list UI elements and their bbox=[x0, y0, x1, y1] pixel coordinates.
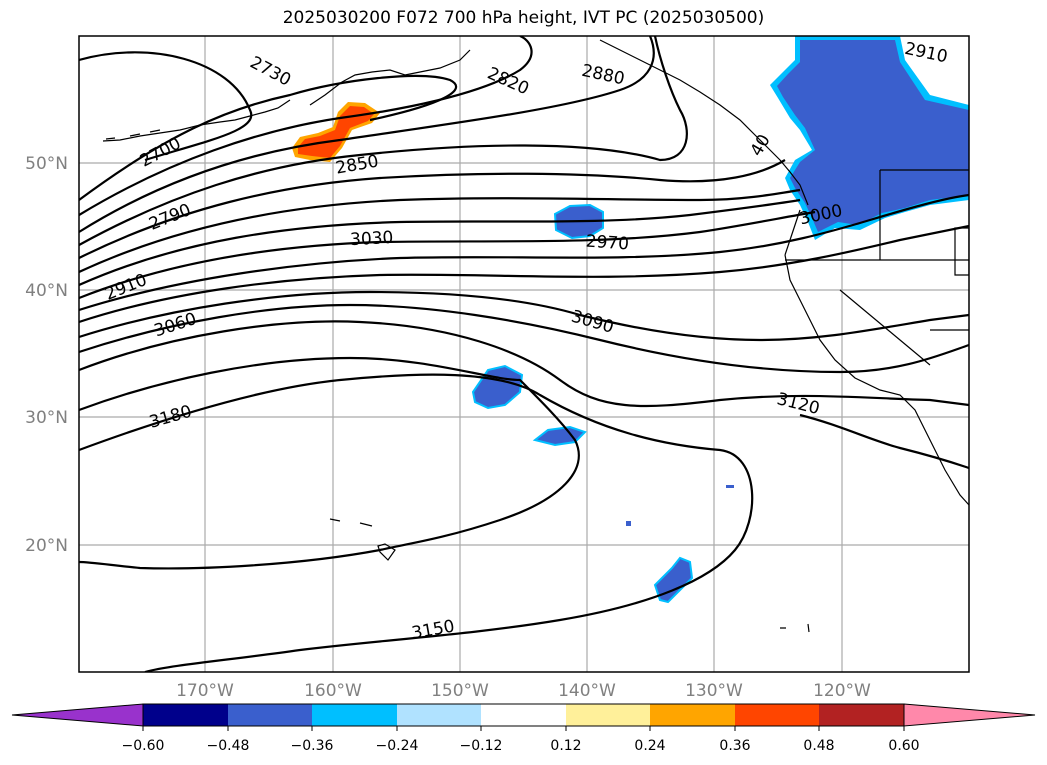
lat-label: 20°N bbox=[25, 536, 68, 556]
colorbar-segment bbox=[228, 704, 312, 726]
colorbar-tick-label: −0.24 bbox=[376, 738, 419, 754]
colorbar-tick-label: 0.24 bbox=[634, 738, 665, 754]
lat-label: 30°N bbox=[25, 408, 68, 428]
colorbar-segment bbox=[903, 703, 1036, 727]
colorbar-tick-label: 0.48 bbox=[803, 738, 834, 754]
longitude-labels: 170°W 160°W 150°W 140°W 130°W 120°W bbox=[176, 681, 871, 701]
colorbar-segment bbox=[312, 704, 397, 726]
colorbar-tick-label: 0.36 bbox=[719, 738, 750, 754]
lon-label: 130°W bbox=[685, 681, 743, 701]
colorbar-segment bbox=[566, 704, 650, 726]
colorbar-segment bbox=[481, 704, 566, 726]
colorbar-tick-label: 0.12 bbox=[550, 738, 581, 754]
colorbar-segment bbox=[11, 703, 144, 727]
map-frame bbox=[78, 35, 970, 673]
map-title: 2025030200 F072 700 hPa height, IVT PC (… bbox=[282, 8, 765, 28]
height-contours bbox=[79, 36, 969, 672]
colorbar-segment bbox=[143, 704, 228, 726]
colorbar-outline bbox=[142, 703, 905, 727]
colorbar-segment bbox=[650, 704, 735, 726]
latitude-labels: 50°N 40°N 30°N 20°N bbox=[25, 154, 68, 556]
lon-label: 140°W bbox=[558, 681, 616, 701]
lon-label: 150°W bbox=[431, 681, 489, 701]
contour-label: 2970 bbox=[585, 232, 630, 255]
colorbar-segment bbox=[735, 704, 819, 726]
contour-label: 3030 bbox=[350, 228, 394, 250]
colorbar-tick-label: 0.60 bbox=[888, 738, 919, 754]
colorbar-tick-label: −0.12 bbox=[460, 738, 503, 754]
colorbar: −0.60 −0.48 −0.36 −0.24 −0.12 0.12 0.24 … bbox=[11, 703, 1036, 754]
coastlines bbox=[102, 39, 969, 633]
ivt-negative-regions bbox=[471, 36, 969, 604]
colorbar-segment bbox=[397, 704, 481, 726]
colorbar-tick-label: −0.60 bbox=[122, 738, 165, 754]
lon-label: 160°W bbox=[304, 681, 362, 701]
lon-label: 170°W bbox=[176, 681, 234, 701]
lat-label: 40°N bbox=[25, 281, 68, 301]
colorbar-tick-label: −0.48 bbox=[207, 738, 250, 754]
colorbar-tick-label: −0.36 bbox=[291, 738, 334, 754]
lat-label: 50°N bbox=[25, 154, 68, 174]
colorbar-segment bbox=[819, 704, 904, 726]
ivt-positive-regions bbox=[292, 102, 380, 162]
lon-label: 120°W bbox=[813, 681, 871, 701]
